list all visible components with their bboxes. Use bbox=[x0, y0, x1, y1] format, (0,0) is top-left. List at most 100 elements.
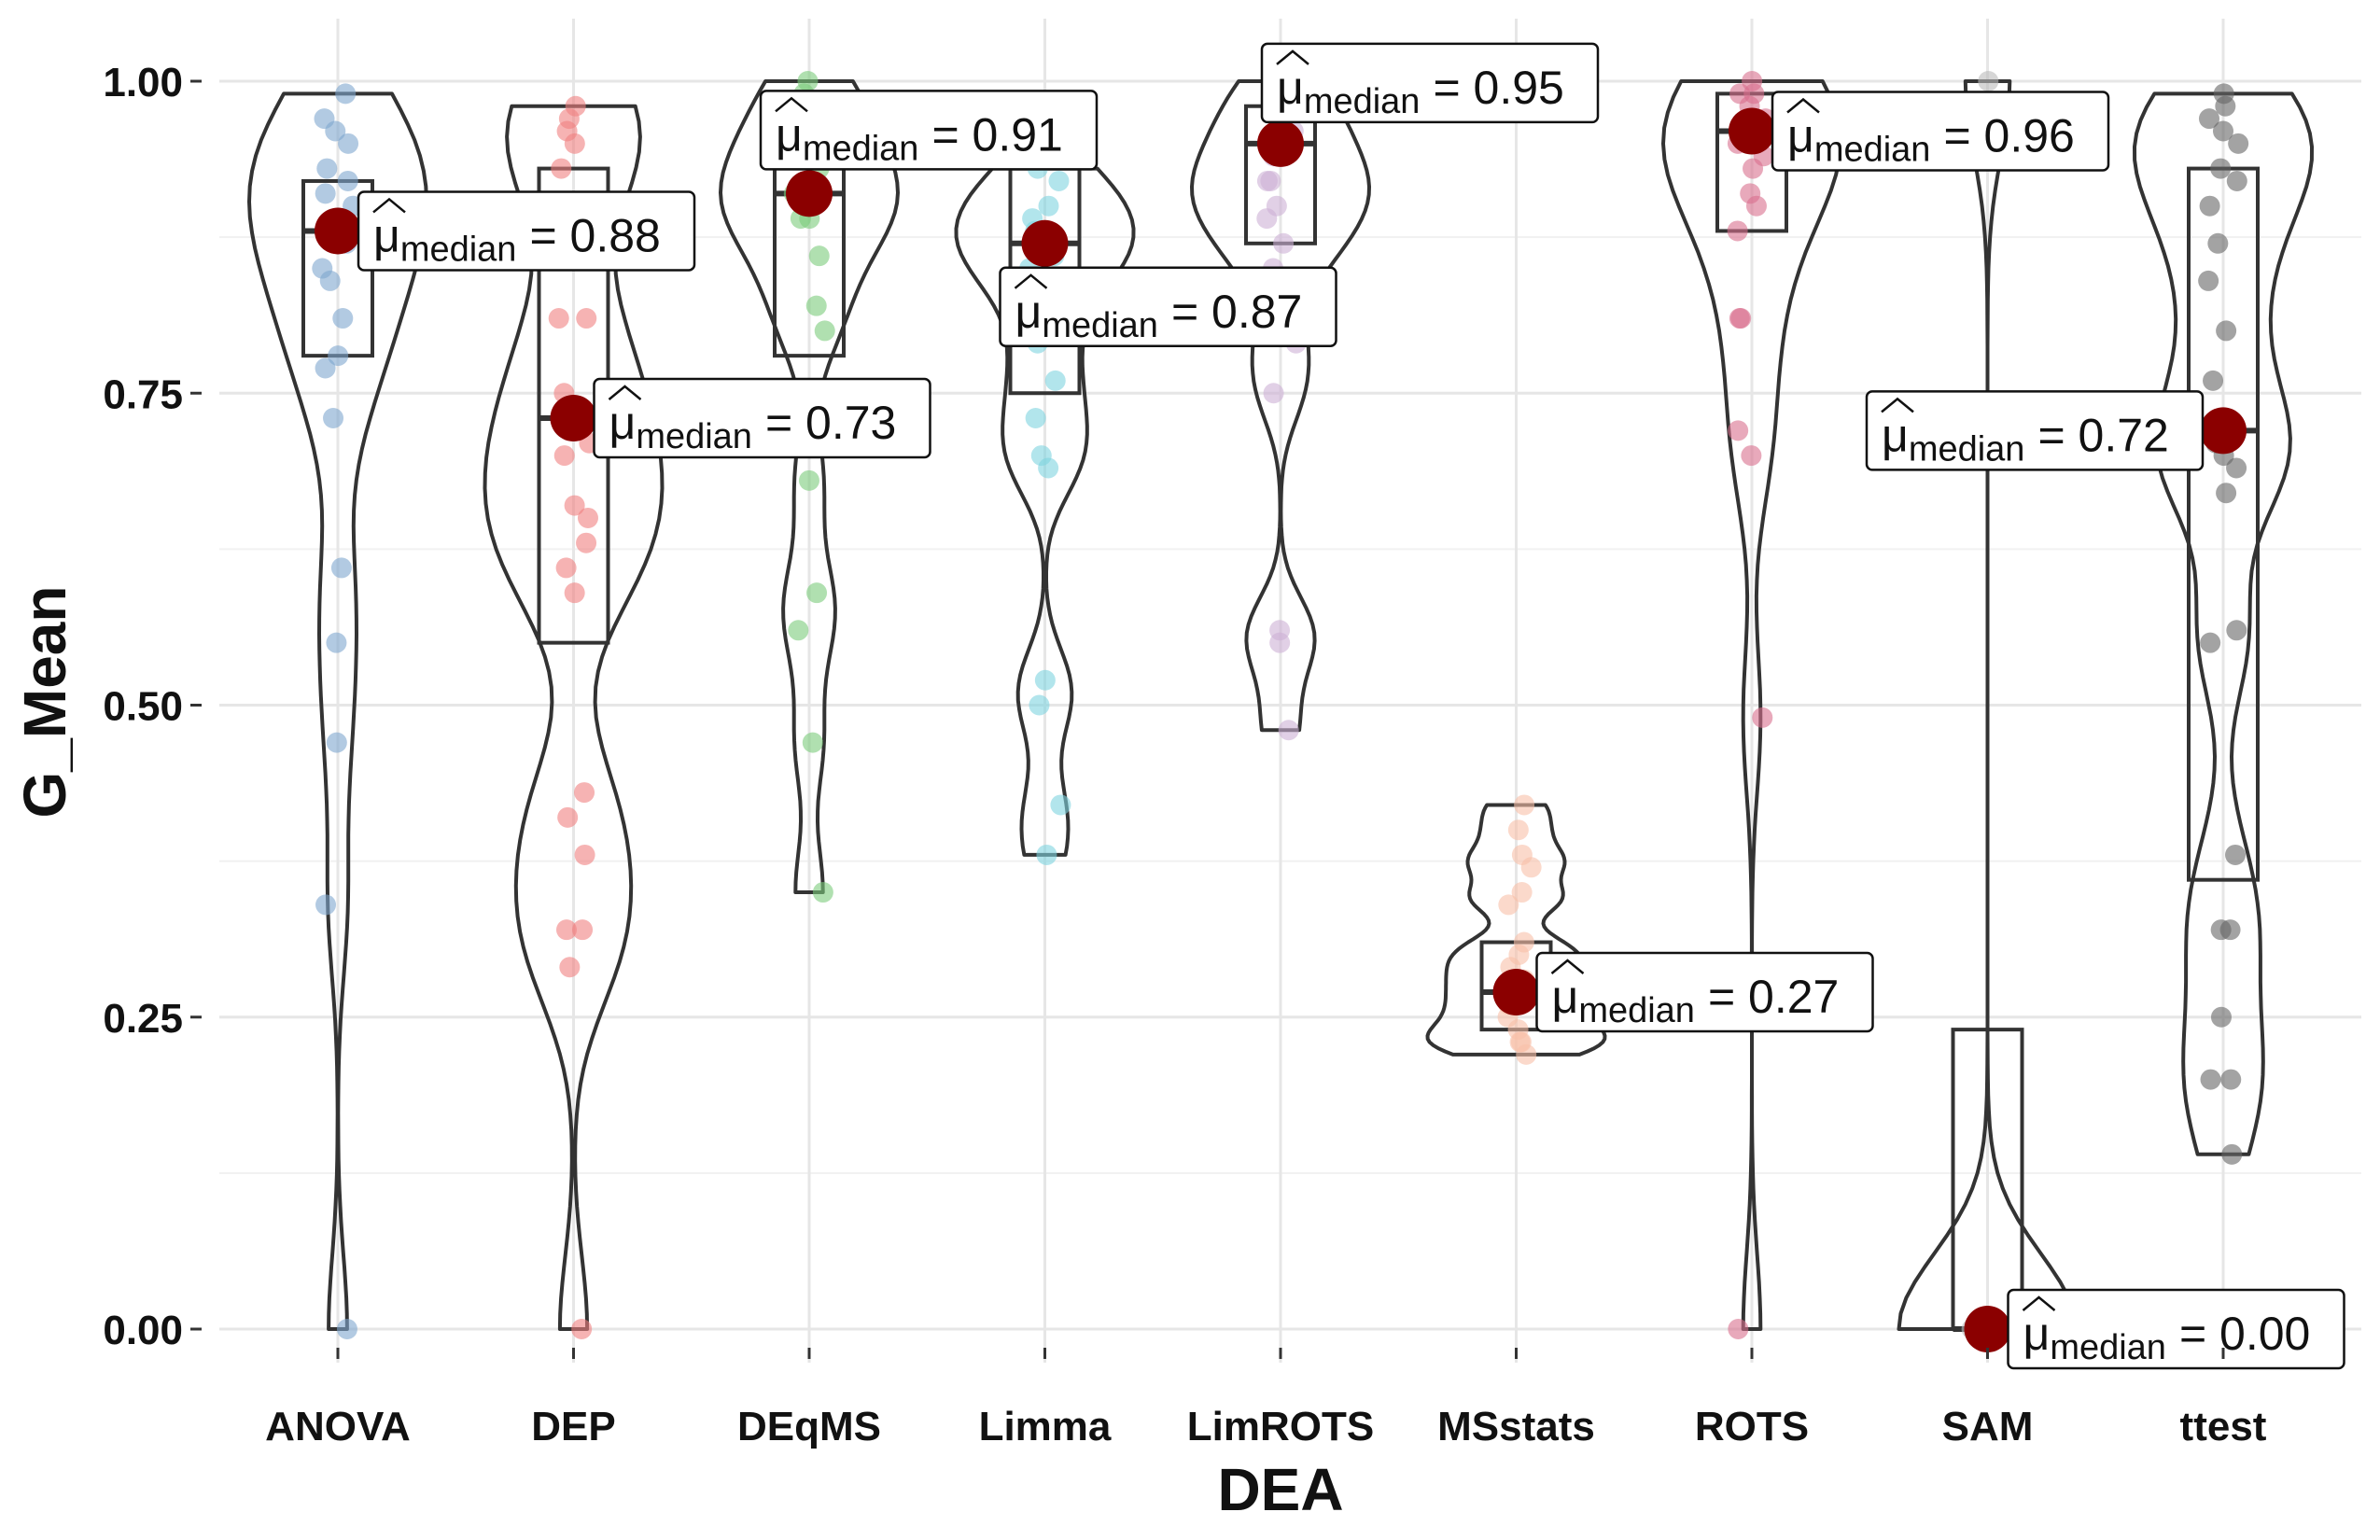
data-point bbox=[1730, 308, 1752, 329]
median-label-text: μmedian = 0.91 bbox=[776, 108, 1063, 168]
mu-symbol: μ bbox=[776, 108, 803, 161]
median-label-text: μmedian = 0.73 bbox=[609, 397, 897, 456]
data-point bbox=[337, 170, 358, 191]
median-label-box bbox=[1260, 42, 1600, 124]
data-point bbox=[1978, 71, 1999, 91]
data-point bbox=[564, 495, 585, 516]
median-subscript: median bbox=[1042, 306, 1158, 345]
violin-sam bbox=[1897, 79, 2079, 1331]
median-label-box bbox=[1535, 951, 1874, 1033]
data-point bbox=[1273, 232, 1295, 254]
median-subscript: median bbox=[1909, 429, 2025, 469]
violin-limrots bbox=[1190, 79, 1371, 733]
data-point bbox=[1752, 707, 1773, 728]
data-point bbox=[555, 919, 577, 941]
median-label-box bbox=[2007, 1288, 2345, 1370]
data-point bbox=[2199, 195, 2220, 217]
data-point bbox=[1728, 1319, 1749, 1339]
hat-icon bbox=[1550, 959, 1585, 974]
data-point bbox=[1728, 420, 1749, 441]
data-point bbox=[2226, 170, 2247, 191]
x-tick-label: ROTS bbox=[1695, 1404, 1809, 1449]
mu-symbol: μ bbox=[1277, 62, 1304, 114]
data-point bbox=[2203, 370, 2224, 391]
data-point bbox=[335, 83, 357, 105]
median-subscript: median bbox=[400, 230, 517, 269]
y-axis-title: G_Mean bbox=[11, 586, 78, 819]
data-point bbox=[2220, 1069, 2242, 1090]
y-tick-label: 1.00 bbox=[103, 60, 183, 105]
data-point bbox=[1520, 857, 1542, 878]
data-point bbox=[315, 183, 336, 204]
hat-icon bbox=[608, 385, 642, 400]
data-point bbox=[577, 507, 598, 528]
data-point bbox=[576, 308, 597, 329]
violin-deqms bbox=[719, 79, 900, 894]
data-point bbox=[548, 308, 569, 329]
median-value: = 0.72 bbox=[2037, 409, 2168, 461]
data-point bbox=[1516, 1043, 1537, 1065]
data-point bbox=[2216, 320, 2237, 342]
data-point bbox=[2212, 120, 2233, 142]
x-axis-title: DEA bbox=[1217, 1456, 1343, 1523]
data-point bbox=[1269, 632, 1291, 653]
mu-symbol: μ bbox=[1552, 971, 1579, 1023]
median-label-box bbox=[593, 377, 931, 459]
median-subscript: median bbox=[1578, 991, 1695, 1030]
data-point bbox=[1025, 407, 1046, 428]
median-label-rots: μmedian = 0.96 bbox=[1771, 91, 2110, 172]
median-label-box bbox=[759, 90, 1099, 171]
x-tick-label: Limma bbox=[979, 1404, 1112, 1449]
hat-icon bbox=[775, 96, 808, 113]
violin-rots bbox=[1661, 79, 1842, 1331]
hat-icon bbox=[1276, 49, 1309, 65]
data-point bbox=[572, 919, 594, 941]
data-point bbox=[1745, 195, 1767, 217]
axes: 0.00 0.25 0.50 0.75 1.00 ANOVA DEP DEqMS Limma Li… bbox=[103, 60, 2266, 1449]
data-point bbox=[2200, 1069, 2221, 1090]
data-point bbox=[2198, 270, 2219, 291]
mu-symbol: μ bbox=[373, 209, 400, 261]
median-value: = 0.95 bbox=[1433, 62, 1563, 114]
hat-icon bbox=[1786, 97, 1820, 114]
data-point bbox=[1743, 158, 1764, 179]
data-point bbox=[802, 732, 823, 753]
median-label-text: μmedian = 0.95 bbox=[1277, 62, 1564, 121]
data-point bbox=[316, 158, 338, 179]
hat-icon bbox=[1014, 273, 1048, 289]
data-point bbox=[2199, 108, 2220, 130]
data-point bbox=[319, 270, 341, 291]
median-marker bbox=[1729, 107, 1775, 155]
mu-symbol: μ bbox=[1015, 286, 1043, 338]
data-point bbox=[571, 1319, 593, 1339]
violin-dep bbox=[483, 104, 665, 1331]
data-point bbox=[332, 308, 354, 329]
data-point bbox=[551, 158, 572, 179]
y-tick-label: 0.25 bbox=[103, 996, 183, 1042]
data-point bbox=[328, 345, 349, 367]
mu-symbol: μ bbox=[1882, 409, 1909, 461]
median-label-anova: μmedian = 0.88 bbox=[357, 190, 696, 272]
median-marker bbox=[1021, 219, 1069, 267]
median-label-text: μmedian = 0.27 bbox=[1552, 971, 1840, 1030]
data-point bbox=[574, 844, 595, 865]
data-point bbox=[574, 782, 595, 804]
data-point bbox=[2226, 620, 2247, 641]
data-point bbox=[1036, 844, 1057, 865]
median-label-box bbox=[999, 266, 1337, 348]
data-point bbox=[2228, 133, 2249, 154]
median-value: = 0.73 bbox=[765, 397, 896, 449]
median-label-text: μmedian = 0.96 bbox=[1787, 109, 2075, 169]
data-point bbox=[1038, 457, 1059, 479]
data-point bbox=[553, 445, 575, 467]
data-point bbox=[808, 245, 830, 267]
data-point bbox=[1044, 370, 1066, 391]
mu-symbol: μ bbox=[2023, 1308, 2051, 1360]
violin-anova bbox=[247, 91, 428, 1331]
median-label-box bbox=[1771, 91, 2110, 172]
median-marker bbox=[550, 394, 597, 441]
median-label-text: μmedian = 0.88 bbox=[373, 209, 661, 269]
median-value: = 0.88 bbox=[529, 209, 660, 261]
median-label-text: μmedian = 0.00 bbox=[2023, 1308, 2311, 1367]
